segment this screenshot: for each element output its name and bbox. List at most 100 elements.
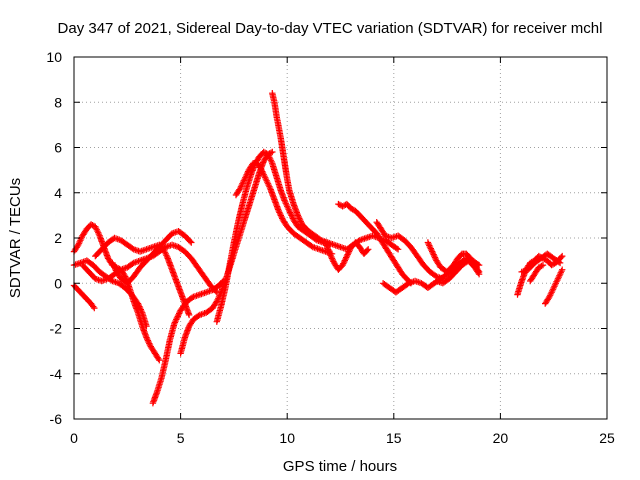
data-series-arc7 [149, 277, 227, 407]
plus-marker [294, 212, 302, 219]
plus-marker [263, 177, 270, 184]
plus-marker [346, 246, 353, 254]
plus-marker [430, 251, 437, 258]
plus-marker [340, 260, 347, 267]
plus-marker [296, 216, 304, 224]
plus-marker [559, 266, 566, 273]
plus-marker [277, 212, 284, 219]
plus-marker [188, 294, 196, 301]
plus-marker [342, 255, 349, 263]
plus-marker [92, 223, 99, 230]
plus-marker [393, 245, 400, 252]
plus-marker [175, 311, 182, 319]
plus-marker [545, 295, 552, 302]
plus-marker [161, 247, 168, 254]
y-tick-label: -2 [50, 321, 63, 337]
plot-frame [73, 56, 608, 420]
plus-marker [296, 215, 303, 222]
plus-marker [95, 231, 103, 238]
plus-marker [475, 271, 483, 278]
plus-marker [340, 258, 348, 266]
plus-marker [286, 207, 293, 215]
plus-marker [264, 151, 272, 158]
y-tick-label: 6 [54, 140, 62, 156]
plus-marker [339, 261, 346, 269]
plus-marker [344, 251, 351, 258]
plus-marker [427, 245, 434, 252]
chart-title: Day 347 of 2021, Sidereal Day-to-day VTE… [58, 20, 603, 37]
y-tick-label: 0 [54, 275, 62, 291]
plus-marker [136, 303, 143, 310]
plus-marker [90, 303, 97, 310]
plus-marker [336, 201, 343, 208]
plus-marker [316, 236, 324, 243]
plus-marker [549, 261, 557, 268]
data-series-arc12 [322, 239, 372, 273]
plus-marker [284, 204, 292, 211]
plus-marker [95, 229, 102, 236]
plus-marker [129, 260, 136, 267]
plus-marker [551, 283, 558, 290]
plus-marker [326, 250, 333, 257]
plus-marker [549, 287, 556, 294]
plus-marker [556, 259, 564, 267]
plus-marker [535, 264, 542, 271]
data-series-arc14 [373, 219, 446, 282]
plus-marker [475, 269, 482, 276]
plus-marker [288, 212, 295, 219]
plus-marker [404, 281, 411, 288]
plus-marker [343, 254, 350, 261]
plus-marker [171, 320, 178, 328]
x-tick-label: 15 [386, 430, 402, 446]
y-tick-label: 8 [54, 94, 62, 110]
plus-marker [555, 258, 562, 266]
plus-marker [237, 183, 245, 190]
plus-marker [343, 252, 351, 260]
plus-marker [424, 239, 432, 246]
plus-marker [162, 250, 169, 257]
plus-marker [269, 148, 276, 156]
plus-marker [265, 182, 272, 189]
plus-marker [328, 253, 335, 261]
plus-marker [555, 274, 562, 281]
plus-marker [341, 257, 348, 264]
plus-marker [87, 221, 95, 228]
plus-marker [546, 293, 553, 300]
plus-marker [425, 240, 432, 248]
plus-marker [281, 198, 289, 205]
plus-marker [278, 213, 285, 221]
plus-marker [365, 246, 372, 253]
plus-marker [539, 261, 547, 269]
plus-marker [163, 253, 171, 261]
plus-marker [161, 249, 169, 256]
plus-marker [556, 271, 564, 278]
plus-marker [428, 246, 435, 254]
plus-marker [264, 180, 272, 187]
y-axis-title: SDTVAR / TECUs [7, 178, 24, 298]
plus-marker [258, 166, 265, 174]
plus-marker [94, 228, 101, 235]
plus-marker [295, 213, 302, 221]
plus-marker [266, 155, 274, 162]
plus-marker [176, 310, 183, 317]
plus-marker [244, 169, 251, 177]
plus-marker [550, 284, 557, 291]
plus-marker [549, 286, 557, 293]
plus-marker [283, 201, 290, 208]
plus-marker [109, 259, 116, 267]
x-tick-label: 25 [599, 430, 615, 446]
plus-marker [145, 338, 152, 346]
plus-marker [345, 249, 352, 257]
plus-marker [129, 245, 136, 252]
data-series-arc21 [542, 266, 566, 307]
plus-marker [76, 238, 83, 245]
plus-marker [429, 249, 437, 257]
plus-marker [394, 246, 402, 253]
plus-marker [267, 157, 275, 164]
data-series-arc20 [527, 261, 547, 285]
plus-marker [275, 207, 282, 215]
plus-marker [548, 289, 555, 296]
plus-marker [242, 173, 250, 180]
plus-marker [266, 183, 273, 190]
